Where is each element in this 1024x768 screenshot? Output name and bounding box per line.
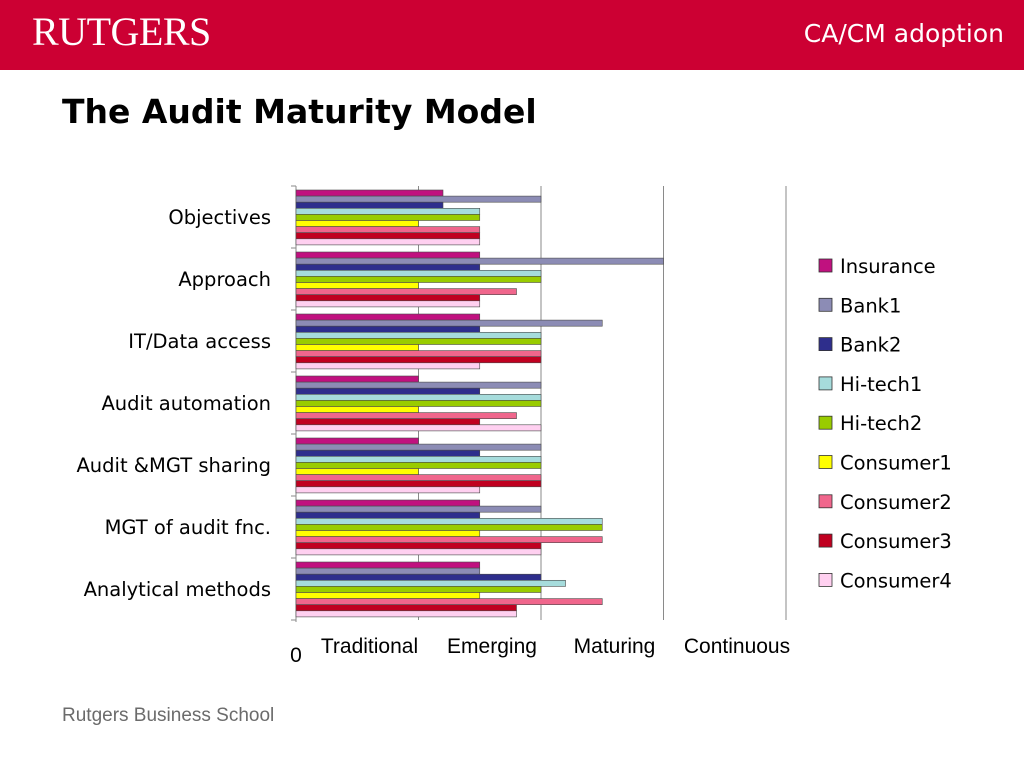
bar	[295, 424, 542, 432]
bar	[295, 412, 517, 420]
bar	[295, 437, 419, 445]
bar	[295, 418, 481, 426]
bar	[295, 338, 542, 345]
x-level-label: Continuous	[684, 635, 790, 658]
legend-label: Consumer4	[840, 569, 952, 592]
bar	[295, 214, 481, 221]
legend-label: Hi-tech2	[840, 412, 922, 435]
bar	[295, 232, 481, 240]
bar	[295, 294, 481, 302]
x-level-label: Maturing	[574, 635, 656, 658]
bar	[295, 530, 481, 537]
category-label: Approach	[178, 268, 271, 291]
legend-label: Bank2	[840, 334, 901, 357]
bar	[295, 313, 481, 321]
legend-swatch	[818, 455, 833, 469]
bar	[295, 331, 542, 339]
bar	[295, 288, 517, 296]
bar	[295, 251, 481, 259]
bar	[295, 573, 542, 581]
legend-swatch	[818, 258, 833, 273]
category-label: MGT of audit fnc.	[105, 516, 271, 539]
category-label: Objectives	[168, 206, 271, 229]
legend-swatch	[818, 415, 833, 430]
legend-label: Insurance	[840, 255, 936, 278]
bar	[295, 282, 419, 289]
bar	[295, 400, 542, 407]
bar	[295, 598, 603, 605]
bar	[295, 462, 542, 469]
category-label: IT/Data access	[128, 330, 271, 353]
bar	[295, 381, 542, 389]
bar	[295, 592, 481, 599]
bar	[295, 468, 419, 475]
bar	[295, 586, 542, 593]
bar	[295, 610, 517, 618]
bar	[295, 226, 481, 234]
bar	[295, 511, 481, 519]
bar	[295, 505, 542, 513]
bar	[295, 189, 444, 197]
legend-swatch	[818, 376, 833, 391]
category-label: Audit &MGT sharing	[76, 454, 271, 477]
legend-swatch	[818, 533, 833, 548]
bar	[295, 300, 481, 308]
header-banner: RUTGERS CA/CM adoption	[0, 0, 1024, 70]
x-level-label: Emerging	[447, 635, 537, 658]
bar	[295, 269, 542, 277]
legend-swatch	[818, 573, 833, 587]
x-level-label: Traditional	[321, 635, 418, 658]
category-label: Analytical methods	[84, 578, 271, 601]
bar	[295, 201, 444, 209]
legend-label: Consumer1	[840, 452, 952, 475]
bar	[295, 362, 481, 370]
bar	[295, 455, 542, 463]
header-title: CA/CM adoption	[803, 19, 1004, 48]
legend-swatch	[818, 297, 833, 312]
slide-title: The Audit Maturity Model	[62, 92, 537, 131]
bar	[295, 474, 542, 482]
bar	[295, 406, 419, 413]
bar	[295, 257, 664, 265]
bar	[295, 276, 542, 283]
bar	[295, 344, 419, 351]
bar	[295, 517, 603, 525]
bar	[295, 356, 542, 364]
bar	[295, 195, 542, 203]
bar	[295, 480, 542, 488]
bar	[295, 325, 481, 333]
legend-swatch	[818, 337, 833, 352]
bar	[295, 208, 481, 215]
rutgers-logo: RUTGERS	[32, 9, 211, 54]
bar	[295, 350, 542, 358]
bar	[295, 604, 517, 612]
bar	[295, 567, 481, 575]
bar	[295, 375, 419, 383]
bar	[295, 542, 542, 550]
footer-text: Rutgers Business School	[62, 705, 275, 726]
legend-label: Hi-tech1	[840, 373, 922, 396]
bar	[295, 561, 481, 569]
category-label: Audit automation	[101, 392, 271, 415]
x-zero-label: 0	[290, 644, 302, 667]
bar	[295, 536, 603, 543]
bar	[295, 319, 603, 327]
legend-label: Consumer2	[840, 491, 952, 514]
bar	[295, 238, 481, 246]
legend-label: Bank1	[840, 294, 901, 317]
bar	[295, 579, 566, 587]
bar	[295, 387, 481, 395]
bar	[295, 449, 481, 457]
legend-label: Consumer3	[840, 530, 952, 553]
bar	[295, 499, 481, 507]
bar	[295, 263, 481, 271]
bar	[295, 548, 542, 556]
bar	[295, 443, 542, 451]
maturity-bar-chart: Objectives Approach IT/Data access Audit au…	[76, 185, 952, 667]
bar	[295, 486, 481, 494]
bar	[295, 220, 419, 227]
bar	[295, 524, 603, 531]
legend-swatch	[818, 494, 833, 509]
bar	[295, 393, 542, 401]
